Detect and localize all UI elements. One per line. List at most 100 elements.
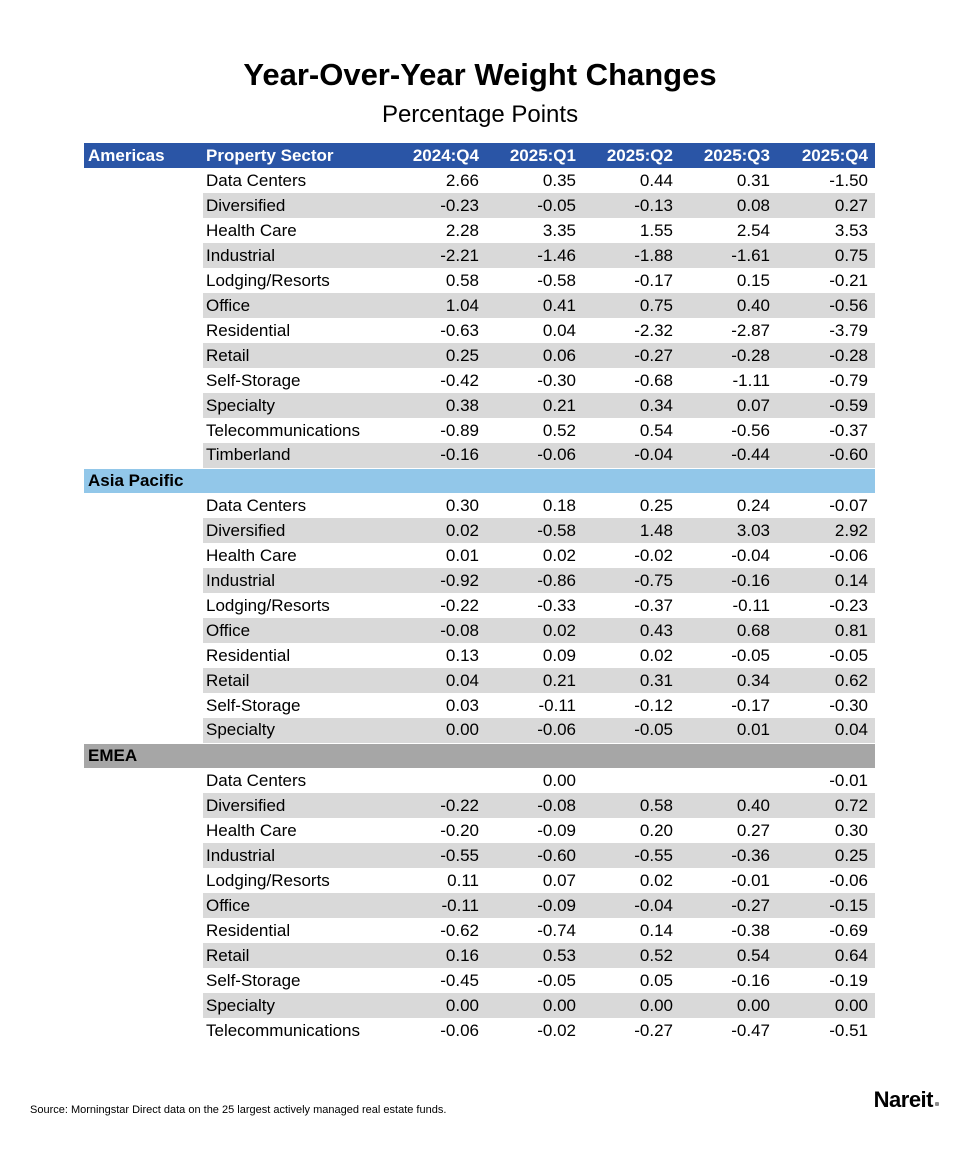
value-cell: -0.02 <box>537 1020 576 1040</box>
value-cell: -0.69 <box>829 920 868 940</box>
region-spacer-cell <box>84 818 203 843</box>
value-cell: -0.21 <box>829 270 868 290</box>
region-spacer-cell <box>84 293 203 318</box>
value-cell: 0.06 <box>486 343 583 368</box>
table-row: Data Centers 0.00 -0.01 <box>84 768 875 793</box>
value-cell: -0.75 <box>583 568 680 593</box>
region-spacer-cell <box>84 543 203 568</box>
value-cell: 0.31 <box>583 668 680 693</box>
value-cell: 0.07 <box>542 870 576 890</box>
region-spacer-cell <box>84 793 203 818</box>
value-cell: 0.11 <box>447 870 479 890</box>
page-title: Year-Over-Year Weight Changes <box>243 57 717 92</box>
table-header-row: Americas Property Sector 2024:Q4 2025:Q1 202… <box>84 143 875 168</box>
sector-label: Lodging/Resorts <box>206 270 330 290</box>
value-cell: 0.52 <box>583 943 680 968</box>
value-cell: 0.20 <box>639 820 673 840</box>
value-cell: 0.64 <box>777 943 875 968</box>
value-cell: -0.05 <box>537 970 576 990</box>
value-cell: -0.58 <box>486 518 583 543</box>
sector-label: Data Centers <box>206 495 307 515</box>
value-cell: -3.79 <box>829 320 868 340</box>
region-spacer-cell <box>84 768 203 793</box>
sector-label: Residential <box>206 645 291 665</box>
value-cell: -0.16 <box>680 568 777 593</box>
value-cell: 0.72 <box>777 793 875 818</box>
value-cell: -0.36 <box>680 843 777 868</box>
sector-label: Specialty <box>203 993 389 1018</box>
value-cell: 0.02 <box>639 645 673 665</box>
sector-label: Data Centers <box>206 770 307 790</box>
region-spacer-cell <box>84 943 203 968</box>
table-row: Office 1.04 0.41 0.75 0.40 -0.56 <box>84 293 875 318</box>
table-row: Retail 0.04 0.21 0.31 0.34 0.62 <box>84 668 875 693</box>
table-row: Self-Storage 0.03 -0.11 -0.12 -0.17 -0.30 <box>84 693 875 718</box>
value-cell: -0.06 <box>829 545 868 565</box>
value-cell <box>680 768 777 793</box>
value-cell: 0.31 <box>736 170 770 190</box>
value-cell: -0.11 <box>389 893 486 918</box>
logo-dot <box>935 1102 939 1106</box>
value-cell: -1.61 <box>680 243 777 268</box>
value-cell: 0.21 <box>486 393 583 418</box>
value-cell: 0.54 <box>680 943 777 968</box>
table-row: Lodging/Resorts -0.22 -0.33 -0.37 -0.11 -0.23 <box>84 593 875 618</box>
table-row: Residential -0.63 0.04 -2.32 -2.87 -3.79 <box>84 318 875 343</box>
sector-label: Specialty <box>203 718 389 743</box>
value-cell: 0.62 <box>777 668 875 693</box>
value-cell: -0.56 <box>777 293 875 318</box>
value-cell: -0.28 <box>680 343 777 368</box>
value-cell: -0.08 <box>389 618 486 643</box>
value-cell: -0.60 <box>777 443 875 468</box>
sector-label: Diversified <box>203 793 389 818</box>
table-row: Timberland -0.16 -0.06 -0.04 -0.44 -0.60 <box>84 443 875 468</box>
value-cell: 0.54 <box>639 420 673 440</box>
value-cell: -0.74 <box>537 920 576 940</box>
value-cell: 2.92 <box>777 518 875 543</box>
value-cell: -0.07 <box>829 495 868 515</box>
region-spacer-cell <box>84 693 203 718</box>
region-spacer-cell <box>84 618 203 643</box>
value-cell: -0.23 <box>389 193 486 218</box>
sector-label: Retail <box>203 668 389 693</box>
sector-label: Retail <box>203 943 389 968</box>
region-spacer-cell <box>84 493 203 518</box>
value-cell: 0.40 <box>680 793 777 818</box>
sector-label: Diversified <box>203 193 389 218</box>
region-spacer-cell <box>84 393 203 418</box>
value-cell: -0.15 <box>777 893 875 918</box>
table-row: Health Care -0.20 -0.09 0.20 0.27 0.30 <box>84 818 875 843</box>
value-cell: -1.50 <box>829 170 868 190</box>
value-cell: 0.68 <box>680 618 777 643</box>
table-row: Retail 0.25 0.06 -0.27 -0.28 -0.28 <box>84 343 875 368</box>
value-cell: -0.92 <box>389 568 486 593</box>
header-sector-label: Property Sector <box>206 145 334 165</box>
region-spacer-cell <box>84 518 203 543</box>
value-cell: 0.40 <box>680 293 777 318</box>
value-cell: 0.53 <box>486 943 583 968</box>
table-row: Self-Storage -0.45 -0.05 0.05 -0.16 -0.19 <box>84 968 875 993</box>
value-cell: -0.86 <box>486 568 583 593</box>
value-cell: 0.02 <box>639 870 673 890</box>
value-cell: 0.34 <box>583 393 680 418</box>
region-spacer-cell <box>84 668 203 693</box>
value-cell: -0.13 <box>583 193 680 218</box>
sector-label: Health Care <box>206 820 297 840</box>
value-cell: -2.87 <box>731 320 770 340</box>
value-cell: -2.21 <box>389 243 486 268</box>
value-cell: -0.89 <box>440 420 479 440</box>
region-spacer-cell <box>84 318 203 343</box>
value-cell: -0.04 <box>583 893 680 918</box>
value-cell: -0.68 <box>634 370 673 390</box>
table-row: Data Centers 2.66 0.35 0.44 0.31 -1.50 <box>84 168 875 193</box>
region-spacer-cell <box>84 243 203 268</box>
table-row: Industrial -0.55 -0.60 -0.55 -0.36 0.25 <box>84 843 875 868</box>
value-cell: -0.27 <box>583 343 680 368</box>
region-spacer-cell <box>84 443 203 468</box>
section-band-row: Asia Pacific <box>84 467 875 493</box>
value-cell: -0.30 <box>829 695 868 715</box>
value-cell: -0.01 <box>731 870 770 890</box>
table-row: Diversified -0.23 -0.05 -0.13 0.08 0.27 <box>84 193 875 218</box>
table-row: Industrial -2.21 -1.46 -1.88 -1.61 0.75 <box>84 243 875 268</box>
value-cell: 0.00 <box>542 770 576 790</box>
